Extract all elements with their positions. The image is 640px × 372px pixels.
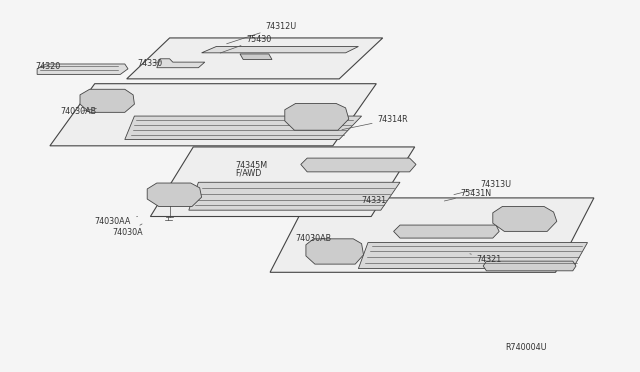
- Polygon shape: [358, 243, 588, 269]
- Polygon shape: [493, 206, 557, 231]
- Polygon shape: [189, 182, 400, 210]
- Text: 74313U: 74313U: [454, 180, 511, 195]
- Polygon shape: [80, 89, 134, 112]
- Text: 75430: 75430: [220, 35, 271, 53]
- Text: 74321: 74321: [470, 254, 502, 264]
- Text: 74345M: 74345M: [236, 161, 268, 175]
- Polygon shape: [202, 46, 358, 53]
- Polygon shape: [301, 158, 416, 172]
- Text: 74320: 74320: [35, 62, 60, 71]
- Polygon shape: [306, 239, 364, 264]
- Polygon shape: [285, 103, 349, 130]
- Text: 74331: 74331: [362, 196, 387, 205]
- Polygon shape: [157, 59, 205, 68]
- Text: 74330: 74330: [138, 59, 163, 68]
- Polygon shape: [37, 64, 128, 74]
- Text: 74312U: 74312U: [227, 22, 297, 44]
- Polygon shape: [147, 183, 202, 206]
- Polygon shape: [50, 84, 376, 146]
- Text: 74030AB: 74030AB: [296, 234, 332, 243]
- Polygon shape: [394, 225, 499, 238]
- Text: F/AWD: F/AWD: [236, 169, 262, 177]
- Polygon shape: [483, 261, 576, 271]
- Polygon shape: [150, 147, 415, 217]
- Text: 74030AA: 74030AA: [95, 217, 138, 226]
- Polygon shape: [240, 54, 272, 60]
- Polygon shape: [125, 116, 362, 140]
- Polygon shape: [127, 38, 383, 79]
- Text: 74030A: 74030A: [112, 224, 143, 237]
- Text: R740004U: R740004U: [506, 343, 547, 352]
- Text: 75431N: 75431N: [444, 189, 492, 201]
- Text: 74030AB: 74030AB: [61, 107, 97, 116]
- Text: 74314R: 74314R: [342, 115, 408, 129]
- Polygon shape: [270, 198, 594, 272]
